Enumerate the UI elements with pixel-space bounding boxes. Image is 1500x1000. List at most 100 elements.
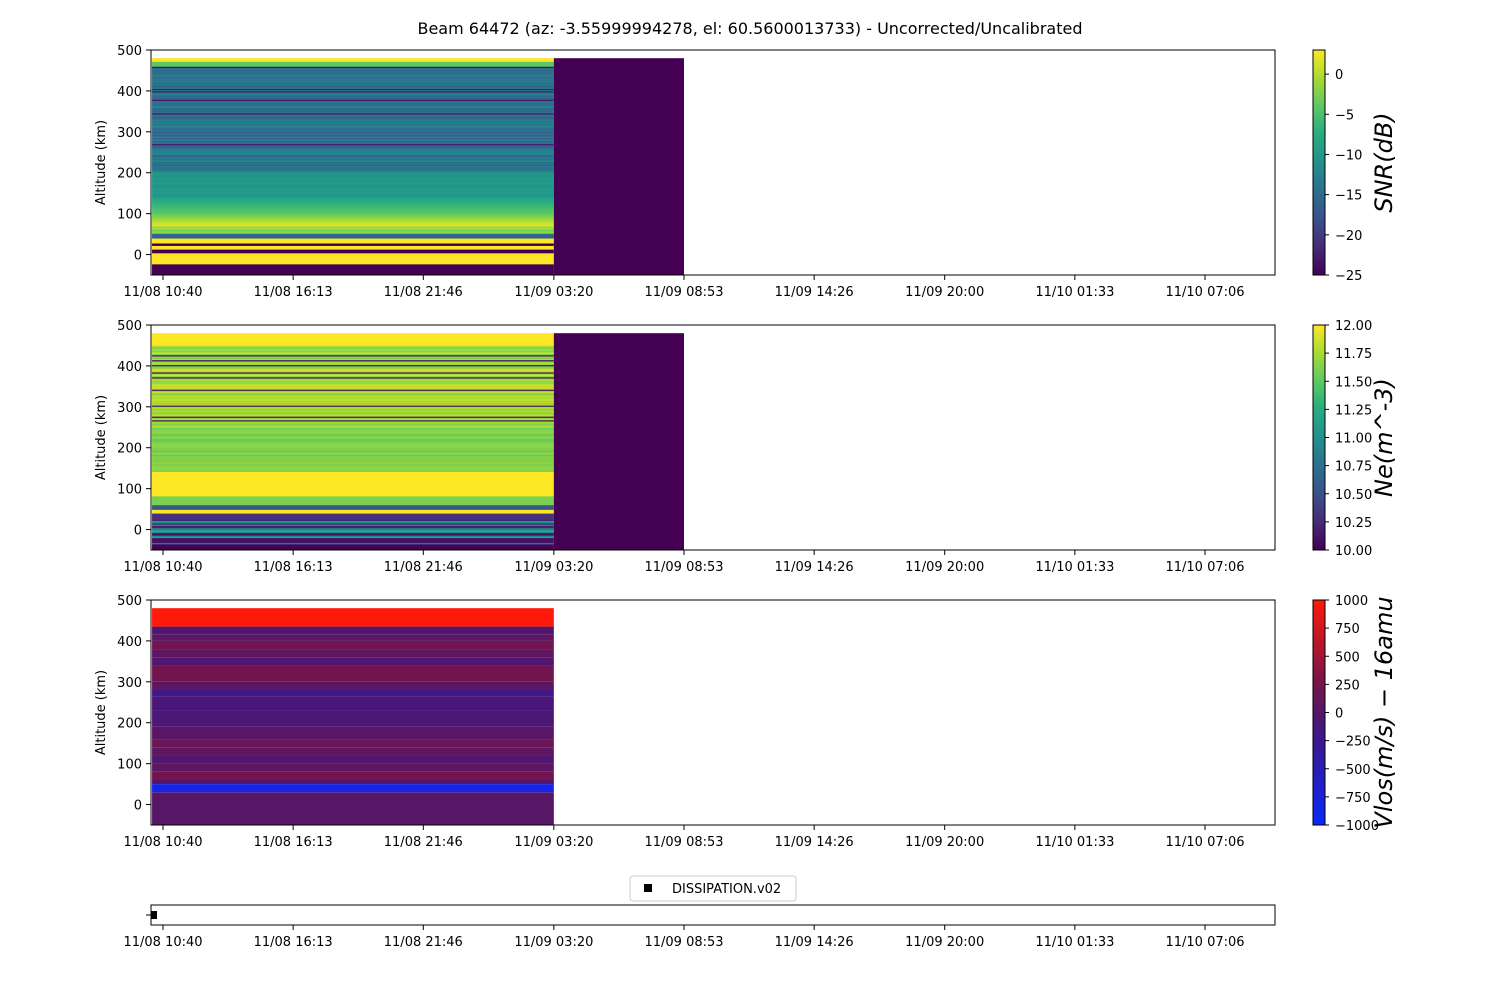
heatmap-block-1 (553, 333, 684, 550)
heatmap-cell (152, 213, 554, 216)
heatmap-cell (152, 626, 554, 635)
heatmap-cell (152, 100, 554, 103)
heatmap-cell (152, 233, 554, 235)
y-tick-label: 100 (117, 208, 142, 223)
heatmap-cell (152, 453, 554, 455)
heatmap-cell (152, 526, 554, 529)
y-axis-label: Altitude (km) (94, 670, 109, 755)
heatmap-cell (152, 79, 554, 82)
heatmap-cell (152, 373, 554, 375)
colorbar-tick-label: 11.50 (1335, 375, 1372, 390)
heatmap-block-0 (152, 608, 554, 825)
colorbar-tick-label: −750 (1335, 791, 1371, 806)
heatmap-cell (152, 442, 554, 444)
heatmap-cell (152, 105, 554, 108)
heatmap-cell (152, 169, 554, 172)
heatmap-cell (152, 358, 554, 361)
heatmap-cell (152, 394, 554, 396)
heatmap-cell (152, 263, 554, 266)
heatmap-cell (152, 131, 554, 134)
y-tick-label: 0 (134, 799, 142, 814)
heatmap-cell (152, 396, 554, 399)
heatmap-cell (152, 525, 554, 528)
heatmap-cell (152, 58, 554, 60)
heatmap-cell (152, 484, 554, 487)
heatmap-cell (152, 380, 554, 383)
y-axis-label: Altitude (km) (94, 120, 109, 205)
colorbar-snr: 0 −5 −10 −15 −20 −25 SNR(dB) (1312, 49, 1398, 284)
heatmap-cell (152, 492, 554, 494)
heatmap-cell (152, 496, 554, 498)
heatmap-block-0 (152, 333, 554, 551)
heatmap-cell (152, 634, 554, 641)
heatmap-cell (152, 640, 554, 650)
heatmap-cell (152, 141, 554, 143)
heatmap-cell (152, 153, 554, 156)
heatmap-cell (152, 608, 554, 627)
heatmap-cell (152, 516, 554, 519)
plot-frame (150, 904, 1276, 926)
heatmap-cell (152, 254, 554, 256)
panel-vlos: 0 100 200 300 400 500 Altitude (km) 11/08 10:40… (94, 594, 1398, 850)
heatmap-cell (152, 747, 554, 756)
heatmap-cell (152, 119, 554, 121)
heatmap-cell (152, 248, 554, 250)
heatmap-cell (152, 164, 554, 167)
y-tick-label: 200 (117, 167, 142, 182)
x-tick-label: 11/09 20:00 (905, 935, 984, 950)
x-tick-label: 11/09 20:00 (905, 560, 984, 575)
heatmap-cell (152, 462, 554, 465)
heatmap-cell (152, 165, 554, 168)
heatmap-cell (152, 412, 554, 415)
heatmap-cell (152, 514, 554, 517)
heatmap-cell (152, 160, 554, 163)
heatmap-cell (152, 505, 554, 508)
heatmap-cell (152, 455, 554, 458)
heatmap-cell (152, 410, 554, 412)
heatmap-cell (152, 445, 554, 448)
heatmap-cell (152, 59, 554, 61)
plot-frame (150, 599, 1276, 826)
heatmap-cell (152, 771, 554, 780)
heatmap-cell (152, 63, 554, 66)
x-tick-label: 11/09 20:00 (905, 835, 984, 850)
heatmap-cell (152, 88, 554, 91)
heatmap-cell (152, 450, 554, 453)
heatmap-cell (152, 527, 554, 530)
heatmap-cell (152, 448, 554, 450)
heatmap-cell (152, 476, 554, 478)
x-tick-label: 11/08 10:40 (123, 560, 202, 575)
heatmap-cell (152, 221, 554, 223)
heatmap-cell (152, 509, 554, 512)
x-tick-label: 11/08 16:13 (254, 835, 333, 850)
heatmap-cell (152, 351, 554, 353)
x-tick-label: 11/08 16:13 (254, 560, 333, 575)
heatmap-cell (152, 127, 554, 130)
heatmap-cell (152, 421, 554, 423)
x-tick-label: 11/09 08:53 (644, 285, 723, 300)
x-tick-label: 11/09 03:20 (514, 560, 593, 575)
heatmap-cell (152, 434, 554, 437)
heatmap-cell (152, 257, 554, 260)
y-axis-label: Altitude (km) (94, 395, 109, 480)
heatmap-cell (152, 109, 554, 111)
heatmap-cell (152, 214, 554, 217)
heatmap-cell (152, 218, 554, 221)
heatmap-cell (152, 488, 554, 491)
colorbar-tick-label: −250 (1335, 735, 1371, 750)
colorbar-tick-label: −25 (1335, 269, 1362, 284)
heatmap-cell (152, 459, 554, 461)
x-tick-label: 11/09 14:26 (775, 560, 854, 575)
heatmap-cell (152, 89, 554, 92)
heatmap-cell (152, 65, 554, 67)
heatmap-cell (152, 784, 554, 793)
heatmap-cell (152, 136, 554, 138)
heatmap-cell (152, 261, 554, 264)
heatmap-cell (152, 521, 554, 524)
heatmap-cell (152, 94, 554, 97)
heatmap-cell (152, 369, 554, 372)
y-tick-label: 300 (117, 676, 142, 691)
heatmap-cell (152, 111, 554, 114)
heatmap-cell (152, 67, 554, 70)
heatmap-cell (152, 212, 554, 215)
